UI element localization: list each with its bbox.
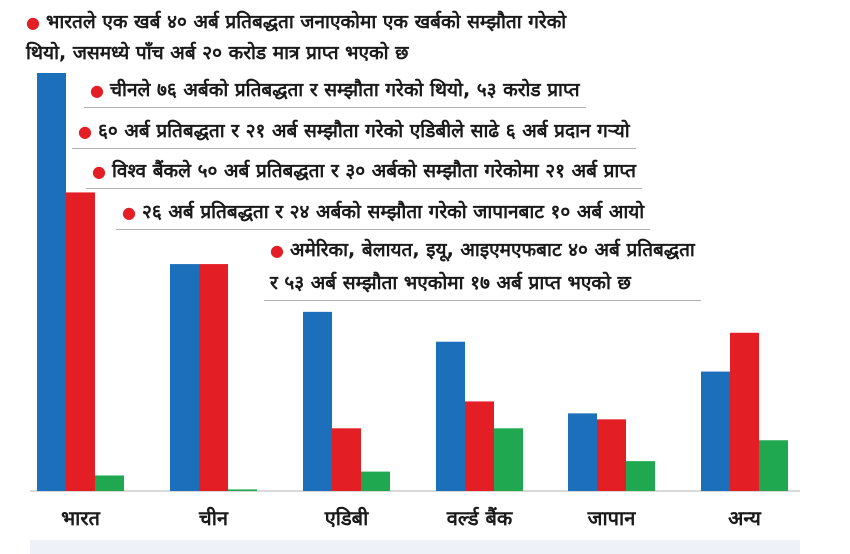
- bar-series-1-4: [568, 413, 597, 491]
- bullet-icon: ●: [122, 203, 136, 222]
- bar-series-3-3: [494, 428, 523, 491]
- bottom-band: [30, 540, 800, 554]
- x-tick-label-5: अन्य: [728, 506, 762, 530]
- note-china-text: चीनले ७६ अर्बको प्रतिबद्धता र सम्झौता गर…: [109, 79, 580, 101]
- note-worldbank: ● विश्व बैंकले ५० अर्ब प्रतिबद्धता र ३० अ…: [86, 156, 643, 189]
- bar-series-2-0: [66, 192, 95, 491]
- note-china: ● चीनले ७६ अर्बको प्रतिबद्धता र सम्झौता ग…: [84, 75, 586, 108]
- bar-series-1-5: [701, 371, 730, 491]
- x-tick-labels: भारत चीन एडिबी वर्ल्ड बैंक जापान अन्य: [61, 506, 762, 530]
- note-japan-text: २६ अर्ब प्रतिबद्धता र २४ अर्बको सम्झौता …: [141, 201, 645, 223]
- note-worldbank-text: विश्व बैंकले ५० अर्ब प्रतिबद्धता र ३० अर…: [111, 160, 637, 182]
- x-tick-label-4: जापान: [587, 506, 637, 530]
- note-adb: ● ६० अर्ब प्रतिबद्धता र २१ अर्ब सम्झौता ग…: [72, 116, 636, 149]
- bar-series-3-1: [228, 489, 257, 491]
- bullet-icon: ●: [26, 13, 40, 32]
- note-india-line2: थियो, जसमध्ये पाँच अर्ब २० करोड मात्र प्…: [26, 42, 409, 64]
- bar-series-2-2: [332, 428, 361, 491]
- note-others: ● अमेरिका, बेलायत, इयू, आइएमएफबाट ४० अर्ब…: [264, 236, 701, 301]
- bar-series-2-3: [465, 401, 494, 491]
- note-others-line1: अमेरिका, बेलायत, इयू, आइएमएफबाट ४० अर्ब …: [289, 239, 695, 261]
- bullet-icon: ●: [90, 81, 104, 100]
- bar-series-3-4: [626, 461, 655, 491]
- bar-series-3-2: [361, 471, 390, 491]
- x-tick-label-2: एडिबी: [324, 506, 369, 530]
- bullet-icon: ●: [92, 162, 106, 181]
- x-tick-label-0: भारत: [61, 506, 101, 530]
- note-india: ● भारतले एक खर्ब ४० अर्ब प्रतिबद्धता जनाए…: [26, 8, 567, 67]
- note-others-line2: र ५३ अर्ब सम्झौता भएकोमा १७ अर्ब प्राप्त…: [270, 272, 631, 294]
- note-india-line1: भारतले एक खर्ब ४० अर्ब प्रतिबद्धता जनाएक…: [45, 11, 567, 33]
- bar-series-3-5: [759, 440, 788, 491]
- x-tick-label-1: चीन: [198, 506, 229, 530]
- bar-series-3-0: [95, 475, 124, 491]
- bar-series-1-3: [436, 341, 465, 491]
- bullet-icon: ●: [78, 122, 92, 141]
- bullet-icon: ●: [270, 241, 284, 260]
- bar-series-1-2: [303, 311, 332, 491]
- x-tick-label-3: वर्ल्ड बैंक: [446, 506, 514, 530]
- bar-series-2-4: [597, 419, 626, 491]
- note-japan: ● २६ अर्ब प्रतिबद्धता र २४ अर्बको सम्झौता…: [116, 197, 651, 230]
- note-adb-text: ६० अर्ब प्रतिबद्धता र २१ अर्ब सम्झौता गर…: [97, 120, 630, 142]
- bar-series-2-5: [730, 332, 759, 491]
- bar-series-2-1: [199, 264, 228, 491]
- bar-series-1-0: [37, 73, 66, 491]
- bar-series-1-1: [170, 264, 199, 491]
- bars-group: [37, 73, 788, 491]
